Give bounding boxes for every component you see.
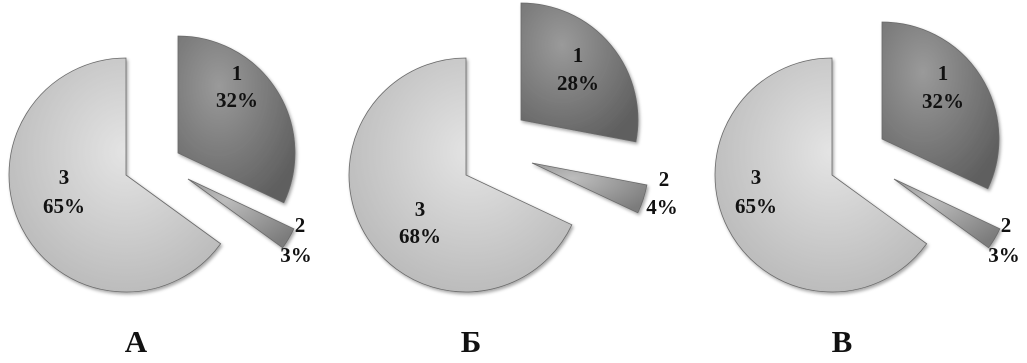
pie-chart-b: 1 28% 2 4% 3 68% Б (348, 2, 678, 359)
slice-3 (348, 57, 573, 293)
slice-3-value: 65% (43, 194, 85, 218)
slice-2-value: 3% (280, 243, 312, 267)
chart-caption: В (832, 324, 853, 359)
pie-chart-v: 1 32% 2 3% 3 65% В (714, 21, 1020, 359)
slice-1-value: 28% (557, 71, 599, 95)
slice-2-label: 2 (659, 167, 670, 191)
slice-3 (714, 57, 928, 293)
slice-3-value: 68% (399, 224, 441, 248)
slice-1-label: 1 (938, 61, 949, 85)
slice-1-label: 1 (573, 43, 584, 67)
slice-1 (520, 2, 639, 143)
slice-3-label: 3 (751, 165, 762, 189)
slice-3-value: 65% (735, 194, 777, 218)
slice-2 (187, 178, 295, 249)
pie-chart-a: 1 32% 2 3% 3 65% А (8, 35, 312, 359)
slice-3-label: 3 (415, 197, 426, 221)
slice-1 (881, 21, 1000, 190)
slice-2-value: 4% (646, 195, 678, 219)
slice-1-value: 32% (922, 89, 964, 113)
slice-3 (8, 57, 222, 293)
slice-2-value: 3% (988, 243, 1020, 267)
slice-2 (531, 162, 648, 214)
slice-2-label: 2 (295, 213, 306, 237)
slice-2-label: 2 (1001, 213, 1012, 237)
slice-1-label: 1 (232, 61, 243, 85)
slice-3-label: 3 (59, 165, 70, 189)
chart-caption: А (125, 324, 148, 359)
slice-1-value: 32% (216, 88, 258, 112)
slice-2 (893, 178, 1001, 249)
chart-caption: Б (461, 324, 482, 359)
slice-1 (177, 35, 296, 204)
